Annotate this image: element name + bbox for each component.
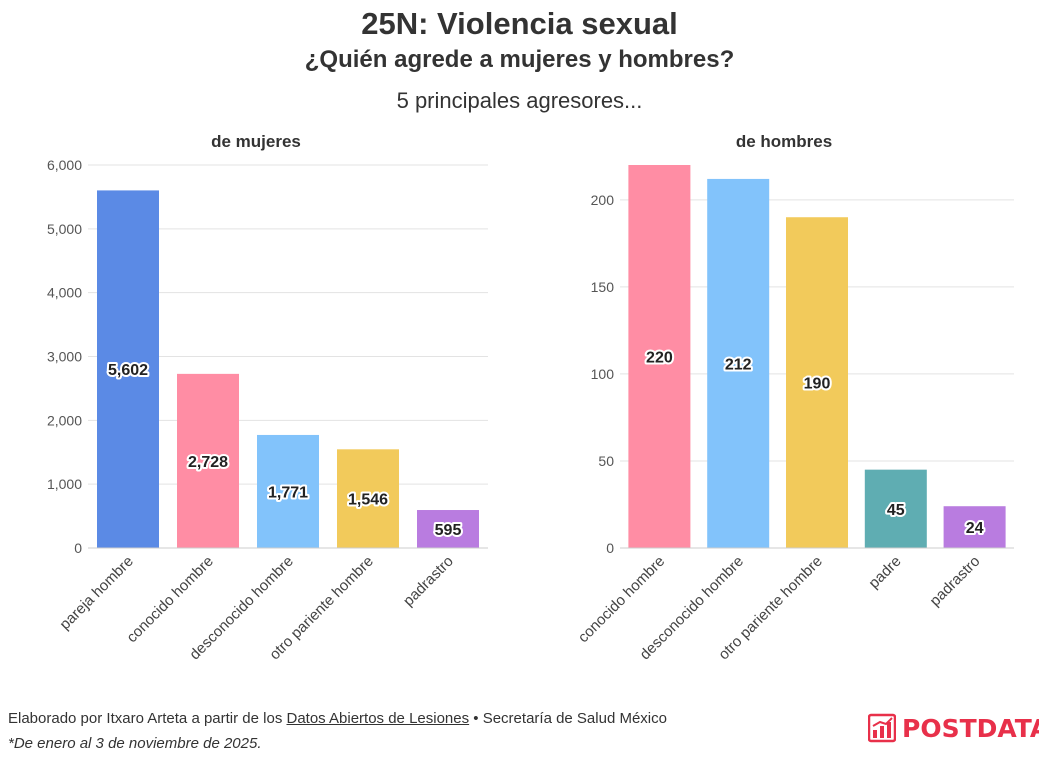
bar (337, 449, 399, 548)
data-label: 190 (804, 376, 831, 393)
y-tick-label: 5,000 (47, 221, 82, 237)
y-tick-label: 0 (74, 540, 82, 556)
x-tick-label: padre (865, 553, 904, 592)
bar (417, 510, 479, 548)
y-tick-label: 3,000 (47, 349, 82, 365)
bar (786, 217, 848, 548)
data-label: 212 (725, 356, 752, 373)
bar (707, 178, 770, 548)
data-label: 220 (646, 350, 673, 367)
chart-title: 25N: Violencia sexual (361, 6, 678, 41)
data-label: 1,546 (348, 492, 388, 509)
data-label: 24 (966, 520, 984, 537)
y-tick-label: 6,000 (47, 157, 82, 173)
postdata-logo: POSTDATA (868, 711, 1039, 745)
data-label: 45 (887, 502, 905, 519)
y-tick-label: 4,000 (47, 285, 82, 301)
bar (97, 190, 159, 548)
source-link[interactable]: Datos Abiertos de Lesiones (286, 710, 470, 727)
source-prefix: Elaborado por Itxaro Arteta a partir de … (8, 710, 287, 727)
y-tick-label: 100 (591, 366, 615, 382)
logo-text: POSTDATA (902, 713, 1039, 743)
x-tick-label: padrastro (400, 553, 457, 610)
y-tick-label: 150 (591, 279, 615, 295)
bar-chart-icon (868, 713, 896, 743)
bar (257, 434, 319, 548)
charts-canvas: de mujeres 0 1,000 2,000 3,000 4,000 5,000 6,00… (47, 132, 1014, 663)
source-credit: Elaborado por Itxaro Arteta a partir de … (8, 710, 667, 727)
x-tick-label: pareja hombre (56, 553, 136, 633)
y-tick-label: 200 (591, 192, 615, 208)
panel-title: de mujeres (211, 132, 301, 151)
bar (864, 469, 927, 548)
y-tick-label: 50 (598, 453, 614, 469)
x-tick-label: padrastro (927, 553, 984, 610)
source-suffix: • Secretaría de Salud México (469, 710, 667, 727)
chart-description: 5 principales agresores... (396, 88, 643, 113)
data-label: 2,728 (188, 454, 228, 471)
y-tick-label: 0 (606, 540, 614, 556)
bar (177, 373, 239, 548)
bar (943, 506, 1006, 548)
bar (628, 165, 691, 548)
data-label: 595 (435, 522, 462, 539)
x-tick-label: conocido hombre (123, 553, 216, 646)
panel-title: de hombres (736, 132, 832, 151)
data-label: 1,771 (268, 484, 308, 501)
x-tick-label: conocido hombre (575, 553, 668, 646)
data-label: 5,602 (108, 362, 148, 379)
footnote: *De enero al 3 de noviembre de 2025. (8, 735, 262, 752)
y-tick-label: 1,000 (47, 476, 82, 492)
y-tick-label: 2,000 (47, 412, 82, 428)
chart-subtitle: ¿Quién agrede a mujeres y hombres? (304, 46, 735, 73)
